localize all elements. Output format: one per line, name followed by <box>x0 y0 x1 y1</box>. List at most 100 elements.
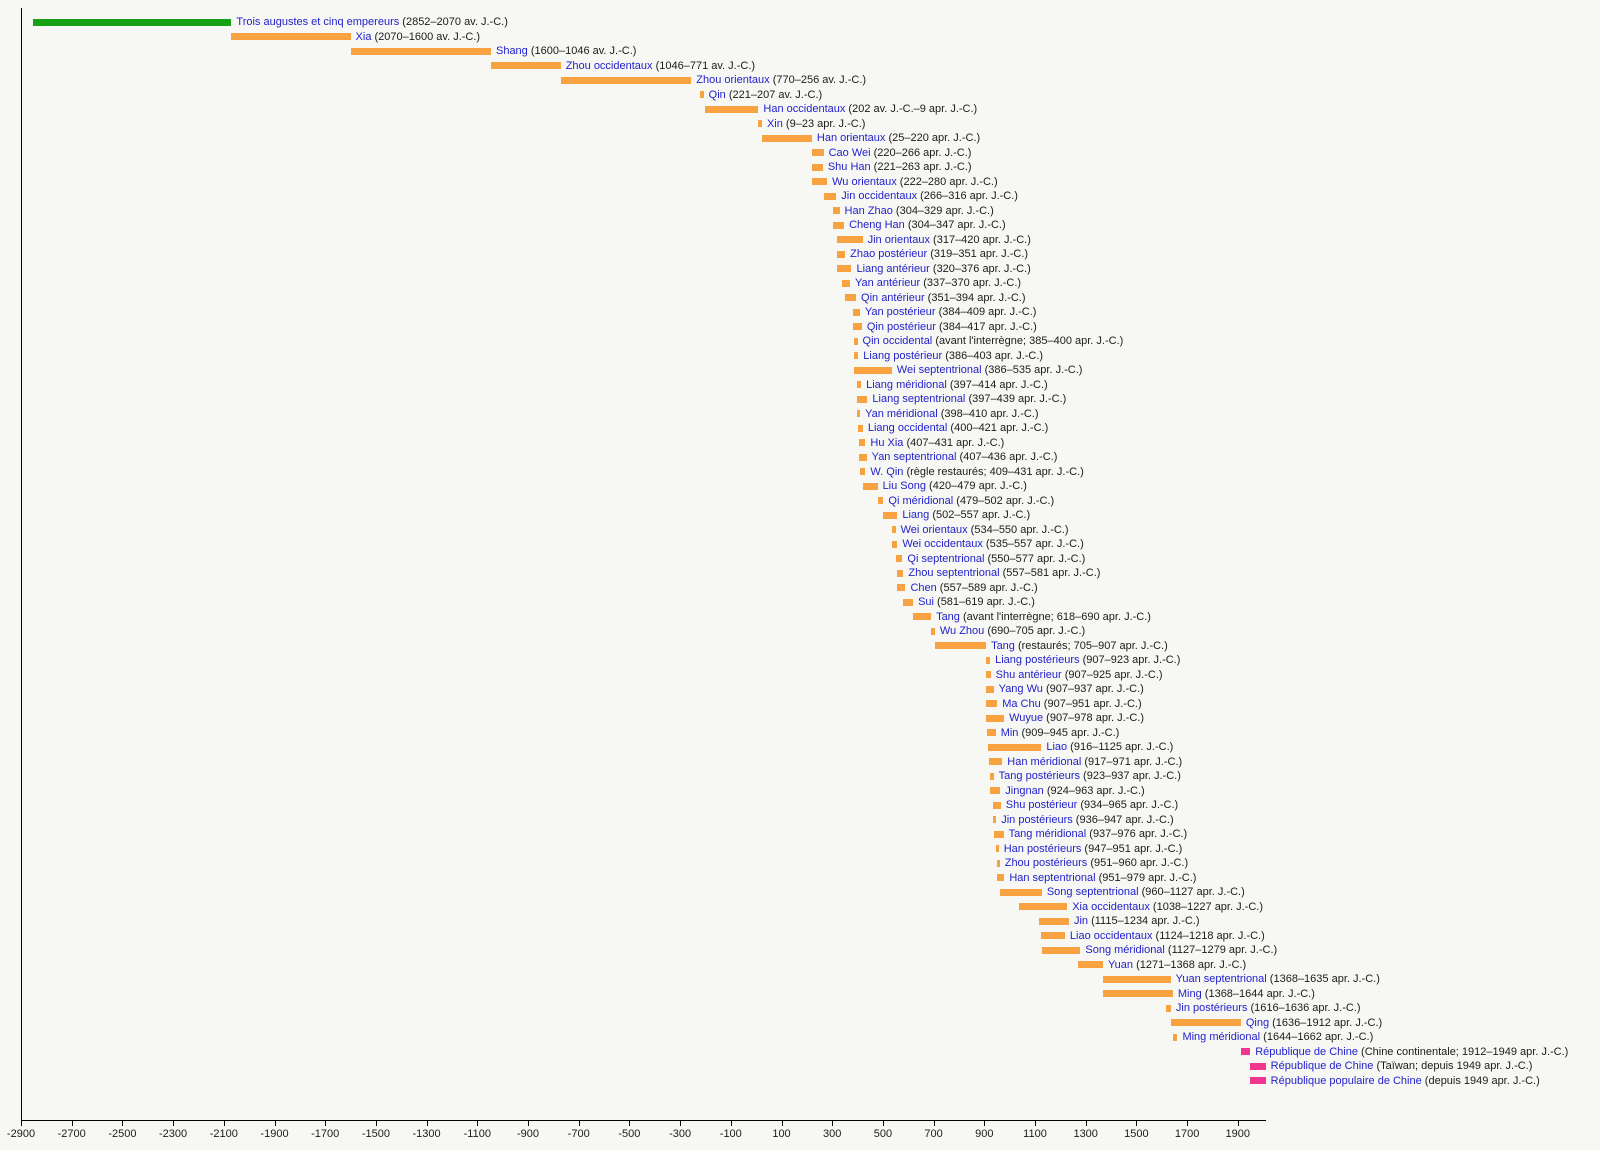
dynasty-link[interactable]: Xin <box>766 117 783 130</box>
dynasty-link[interactable]: Liao occidentaux <box>1069 929 1153 942</box>
timeline-bar <box>1019 903 1068 910</box>
dynasty-link[interactable]: Han occidentaux <box>763 103 846 115</box>
dynasty-link[interactable]: République de Chine <box>1270 1060 1374 1072</box>
dynasty-link[interactable]: Wei septentrional <box>896 364 982 376</box>
dynasty-link[interactable]: Shang <box>495 45 528 57</box>
dynasty-link[interactable]: Jin occidentaux <box>841 190 918 202</box>
x-axis-tick-label: 1300 <box>1073 1128 1098 1140</box>
dynasty-link[interactable]: Han méridional <box>1007 755 1082 768</box>
dynasty-link[interactable]: Qin <box>708 88 726 101</box>
dynasty-link[interactable]: Ming méridional <box>1182 1031 1261 1043</box>
timeline-bar <box>988 743 1042 751</box>
dynasty-link[interactable]: Liang postérieur <box>863 349 943 362</box>
dynasty-link[interactable]: Yan septentrional <box>871 451 957 463</box>
dynasty-dates: (386–535 apr. J.-C.) <box>981 364 1083 376</box>
dynasty-link[interactable]: Liao <box>1046 741 1068 753</box>
dynasty-link[interactable]: Liang méridional <box>866 378 947 391</box>
dynasty-link[interactable]: Zhao postérieur <box>850 248 928 260</box>
dynasty-link[interactable]: Liang antérieur <box>856 262 930 275</box>
dynasty-link[interactable]: Xia occidentaux <box>1072 900 1150 913</box>
dynasty-link[interactable]: Ma Chu <box>1002 697 1041 710</box>
dynasty-link[interactable]: Qin occidental <box>862 335 933 347</box>
dynasty-link[interactable]: Shu antérieur <box>995 668 1062 681</box>
dynasty-dates: (907–923 apr. J.-C.) <box>1079 654 1181 666</box>
dynasty-link[interactable]: Han Zhao <box>844 204 893 217</box>
dynasty-link[interactable]: Cheng Han <box>849 219 905 231</box>
timeline-row-label: Yan septentrional (407–436 apr. J.-C.) <box>872 451 1058 463</box>
dynasty-link[interactable]: République populaire de Chine <box>1270 1074 1422 1087</box>
dynasty-link[interactable]: Trois augustes et cinq empereurs <box>236 16 400 28</box>
dynasty-link[interactable]: Shu Han <box>827 161 871 173</box>
dynasty-link[interactable]: Chen <box>910 581 937 594</box>
dynasty-dates: (1115–1234 apr. J.-C.) <box>1088 915 1200 927</box>
dynasty-link[interactable]: Sui <box>918 596 934 608</box>
dynasty-link[interactable]: Jin orientaux <box>867 233 930 246</box>
timeline-bar <box>857 424 863 432</box>
dynasty-link[interactable]: Han septentrional <box>1009 871 1096 884</box>
dynasty-link[interactable]: Yuan <box>1107 958 1134 971</box>
x-axis-tick-label: -2300 <box>159 1128 188 1140</box>
dynasty-link[interactable]: Xia <box>355 30 372 43</box>
dynasty-dates: (266–316 apr. J.-C.) <box>917 190 1018 202</box>
dynasty-link[interactable]: Cao Wei <box>828 146 871 159</box>
dynasty-link[interactable]: Tang méridional <box>1008 828 1087 840</box>
x-axis-tick-label: 900 <box>975 1128 994 1140</box>
dynasty-link[interactable]: Yan méridional <box>865 407 938 420</box>
x-axis-tick <box>477 1120 479 1126</box>
dynasty-link[interactable]: Yuan septentrional <box>1175 973 1267 985</box>
dynasty-link[interactable]: Zhou occidentaux <box>565 59 653 72</box>
timeline-bar <box>1165 1004 1171 1012</box>
dynasty-link[interactable]: Ming <box>1177 987 1202 1000</box>
dynasty-link[interactable]: Yang Wu <box>998 683 1043 695</box>
x-axis-tick <box>629 1120 631 1126</box>
timeline-bar <box>1172 1033 1178 1041</box>
dynasty-link[interactable]: Liang <box>902 509 930 521</box>
dynasty-link[interactable]: Min <box>1000 726 1019 739</box>
timeline-row-label: Jin occidentaux (266–316 apr. J.-C.) <box>841 190 1018 202</box>
dynasty-link[interactable]: Qin antérieur <box>861 291 925 304</box>
dynasty-link[interactable]: Shu postérieur <box>1005 799 1078 811</box>
dynasty-link[interactable]: Zhou postérieurs <box>1004 857 1088 869</box>
dynasty-link[interactable]: Wu Zhou <box>939 625 985 637</box>
timeline-row-label: Zhou orientaux (770–256 av. J.-C.) <box>696 74 866 86</box>
timeline-row-label: Zhou septentrional (557–581 apr. J.-C.) <box>908 567 1100 579</box>
dynasty-link[interactable]: Liu Song <box>882 480 926 492</box>
dynasty-link[interactable]: Tang <box>936 610 960 623</box>
dynasty-dates: (2852–2070 av. J.-C.) <box>399 16 508 28</box>
dynasty-link[interactable]: Liang occidental <box>867 422 948 434</box>
dynasty-link[interactable]: Qi septentrional <box>907 552 985 565</box>
dynasty-link[interactable]: Jin <box>1073 915 1089 927</box>
timeline-bar <box>837 250 846 258</box>
dynasty-link[interactable]: Wei occidentaux <box>902 538 983 550</box>
timeline-row-label: Liang occidental (400–421 apr. J.-C.) <box>868 422 1048 434</box>
dynasty-link[interactable]: Qin postérieur <box>866 320 936 333</box>
dynasty-link[interactable]: Tang postérieurs <box>998 770 1080 782</box>
dynasty-link[interactable]: Qing <box>1245 1016 1270 1029</box>
dynasty-link[interactable]: Han postérieurs <box>1003 842 1082 855</box>
dynasty-link[interactable]: Song septentrional <box>1046 886 1139 898</box>
dynasty-link[interactable]: Wu orientaux <box>832 175 897 188</box>
timeline-bar <box>883 511 898 519</box>
dynasty-link[interactable]: Zhou septentrional <box>908 567 1000 579</box>
timeline-row-label: Yuan (1271–1368 apr. J.-C.) <box>1108 959 1246 971</box>
dynasty-link[interactable]: Liang septentrional <box>872 393 966 405</box>
timeline-bar <box>854 366 892 374</box>
dynasty-link[interactable]: Hu Xia <box>870 436 904 449</box>
dynasty-link[interactable]: Jingnan <box>1005 784 1044 797</box>
dynasty-link[interactable]: Tang <box>991 639 1015 652</box>
timeline-bar <box>853 308 860 316</box>
dynasty-link[interactable]: Song méridional <box>1085 944 1165 956</box>
dynasty-link[interactable]: Jin postérieurs <box>1175 1002 1248 1014</box>
dynasty-link[interactable]: Wei orientaux <box>900 523 968 536</box>
dynasty-link[interactable]: Han orientaux <box>816 132 886 144</box>
dynasty-link[interactable]: Qi méridional <box>888 494 954 507</box>
dynasty-link[interactable]: Zhou orientaux <box>696 74 770 86</box>
dynasty-link[interactable]: Wuyue <box>1009 712 1044 724</box>
timeline-bar <box>862 482 878 490</box>
dynasty-link[interactable]: W. Qin <box>870 465 904 478</box>
dynasty-link[interactable]: Liang postérieurs <box>995 654 1080 666</box>
dynasty-link[interactable]: Yan antérieur <box>854 277 921 289</box>
dynasty-link[interactable]: République de Chine <box>1255 1045 1358 1058</box>
dynasty-link[interactable]: Jin postérieurs <box>1001 813 1073 826</box>
dynasty-link[interactable]: Yan postérieur <box>864 306 936 318</box>
